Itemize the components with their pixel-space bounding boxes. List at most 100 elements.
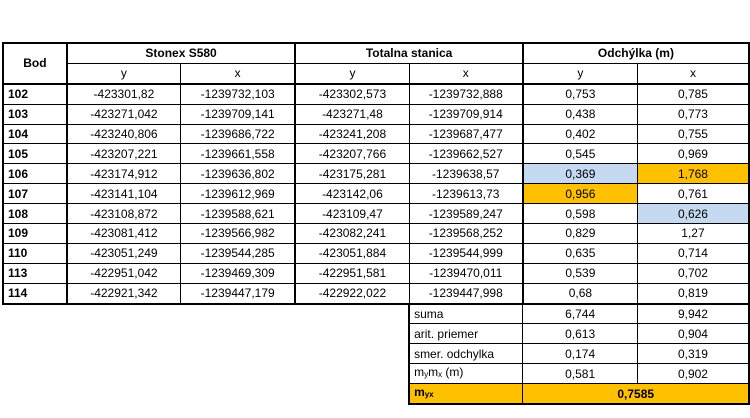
cell-odchylka-x: 0,702 — [636, 262, 750, 284]
cell-odchylka-y: 0,539 — [522, 262, 638, 284]
header-totalna: Totalna stanica — [294, 41, 524, 64]
cell-bod: 108 — [2, 203, 68, 225]
cell-stonex-x: -1239566,982 — [180, 223, 297, 244]
summary-label-myx: myx — [408, 383, 524, 406]
cell-totalna-y: -423302,573 — [294, 83, 410, 105]
cell-odchylka-y: 0,598 — [522, 203, 638, 225]
summary-row-suma: suma 6,744 9,942 — [3, 302, 750, 325]
cell-odchylka-x: 0,969 — [636, 143, 750, 165]
cell-totalna-x: -1239544,999 — [408, 242, 524, 264]
cell-odchylka-x: 0,755 — [636, 123, 750, 145]
summary-x: 0,902 — [636, 363, 750, 385]
cell-stonex-y: -423081,412 — [66, 223, 182, 244]
cell-totalna-x: -1239732,888 — [408, 83, 524, 105]
cell-totalna-x: -1239589,247 — [408, 203, 524, 225]
summary-myx-value: 0,7585 — [522, 383, 750, 406]
cell-bod: 113 — [2, 262, 68, 284]
cell-bod: 105 — [2, 143, 68, 165]
table-row: 109 -423081,412 -1239566,982 -423082,241… — [2, 223, 750, 244]
cell-totalna-x: -1239687,477 — [408, 123, 524, 145]
header-odchylka: Odchýlka (m) — [522, 41, 750, 64]
cell-bod: 106 — [2, 163, 68, 185]
cell-odchylka-y: 0,438 — [522, 103, 638, 125]
subheader-y: y — [294, 62, 410, 85]
cell-bod: 102 — [2, 83, 68, 105]
summary-x: 0,319 — [636, 343, 750, 365]
cell-stonex-x: -1239588,621 — [180, 203, 297, 225]
summary-row-myx: myx 0,7585 — [3, 383, 750, 406]
summary-y: 0,174 — [522, 343, 638, 365]
summary-y: 6,744 — [522, 302, 638, 325]
cell-odchylka-y: 0,753 — [522, 83, 638, 105]
cell-totalna-y: -423051,884 — [294, 242, 410, 264]
table-row: 113 -422951,042 -1239469,309 -422951,581… — [2, 262, 750, 284]
summary-label: smer. odchylka — [408, 343, 524, 365]
cell-odchylka-x: 0,761 — [636, 183, 750, 205]
summary-x: 0,904 — [636, 323, 750, 345]
cell-totalna-y: -423082,241 — [294, 223, 410, 244]
cell-totalna-y: -423109,47 — [294, 203, 410, 225]
cell-bod: 114 — [2, 282, 68, 305]
cell-stonex-x: -1239544,285 — [180, 242, 297, 264]
cell-stonex-y: -423108,872 — [66, 203, 182, 225]
cell-stonex-x: -1239447,179 — [180, 282, 297, 305]
table-row: 103 -423271,042 -1239709,141 -423271,48 … — [2, 103, 750, 125]
cell-stonex-y: -422951,042 — [66, 262, 182, 284]
cell-bod: 109 — [2, 223, 68, 244]
cell-totalna-x: -1239568,252 — [408, 223, 524, 244]
table-row: 114 -422921,342 -1239447,179 -422922,022… — [2, 282, 750, 305]
cell-stonex-y: -423141,104 — [66, 183, 182, 205]
cell-totalna-x: -1239709,914 — [408, 103, 524, 125]
summary-x: 9,942 — [636, 302, 750, 325]
table-row: 110 -423051,249 -1239544,285 -423051,884… — [2, 242, 750, 264]
cell-totalna-y: -422922,022 — [294, 282, 410, 305]
cell-stonex-x: -1239469,309 — [180, 262, 297, 284]
survey-table: Bod Stonex S580 Totalna stanica Odchýlka… — [2, 41, 750, 406]
cell-odchylka-y: 0,402 — [522, 123, 638, 145]
cell-totalna-y: -423271,48 — [294, 103, 410, 125]
summary-row-odchylka: smer. odchylka 0,174 0,319 — [3, 343, 750, 365]
summary-label-mymx: mymx (m) — [408, 363, 524, 385]
header-bod: Bod — [2, 42, 68, 85]
cell-odchylka-x: 0,714 — [636, 242, 750, 264]
cell-stonex-y: -423207,221 — [66, 143, 182, 165]
cell-stonex-y: -423051,249 — [66, 242, 182, 264]
table-row: 102 -423301,82 -1239732,103 -423302,573 … — [2, 83, 750, 105]
cell-stonex-x: -1239686,722 — [180, 123, 297, 145]
cell-totalna-y: -423207,766 — [294, 143, 410, 165]
table-row: 105 -423207,221 -1239661,558 -423207,766… — [2, 143, 750, 165]
header-stonex: Stonex S580 — [66, 41, 297, 64]
cell-stonex-y: -423174,912 — [66, 163, 182, 185]
cell-stonex-x: -1239709,141 — [180, 103, 297, 125]
cell-stonex-y: -423271,042 — [66, 103, 182, 125]
summary-label: arit. priemer — [408, 323, 524, 345]
cell-totalna-x: -1239613,73 — [408, 183, 524, 205]
cell-stonex-y: -423240,806 — [66, 123, 182, 145]
subheader-y: y — [66, 62, 182, 85]
cell-odchylka-y: 0,68 — [522, 282, 638, 305]
summary-label: suma — [408, 302, 524, 325]
cell-stonex-x: -1239661,558 — [180, 143, 297, 165]
subheader-y: y — [522, 62, 638, 85]
table-row: 107 -423141,104 -1239612,969 -423142,06 … — [2, 183, 750, 205]
cell-odchylka-x: 1,27 — [636, 223, 750, 244]
summary-y: 0,581 — [522, 363, 638, 385]
cell-totalna-y: -422951,581 — [294, 262, 410, 284]
summary-row-mymx: mymx (m) 0,581 0,902 — [3, 363, 750, 385]
cell-bod: 103 — [2, 103, 68, 125]
cell-stonex-x: -1239612,969 — [180, 183, 297, 205]
table-row: 106 -423174,912 -1239636,802 -423175,281… — [2, 163, 750, 185]
cell-totalna-y: -423142,06 — [294, 183, 410, 205]
cell-stonex-y: -422921,342 — [66, 282, 182, 305]
cell-odchylka-x: 1,768 — [636, 163, 750, 185]
cell-totalna-y: -423241,208 — [294, 123, 410, 145]
summary-y: 0,613 — [522, 323, 638, 345]
cell-stonex-x: -1239732,103 — [180, 83, 297, 105]
table-row: 108 -423108,872 -1239588,621 -423109,47 … — [2, 203, 750, 225]
cell-odchylka-x: 0,819 — [636, 282, 750, 305]
cell-totalna-y: -423175,281 — [294, 163, 410, 185]
cell-stonex-y: -423301,82 — [66, 83, 182, 105]
summary-row-priemer: arit. priemer 0,613 0,904 — [3, 323, 750, 345]
cell-bod: 107 — [2, 183, 68, 205]
cell-bod: 110 — [2, 242, 68, 264]
